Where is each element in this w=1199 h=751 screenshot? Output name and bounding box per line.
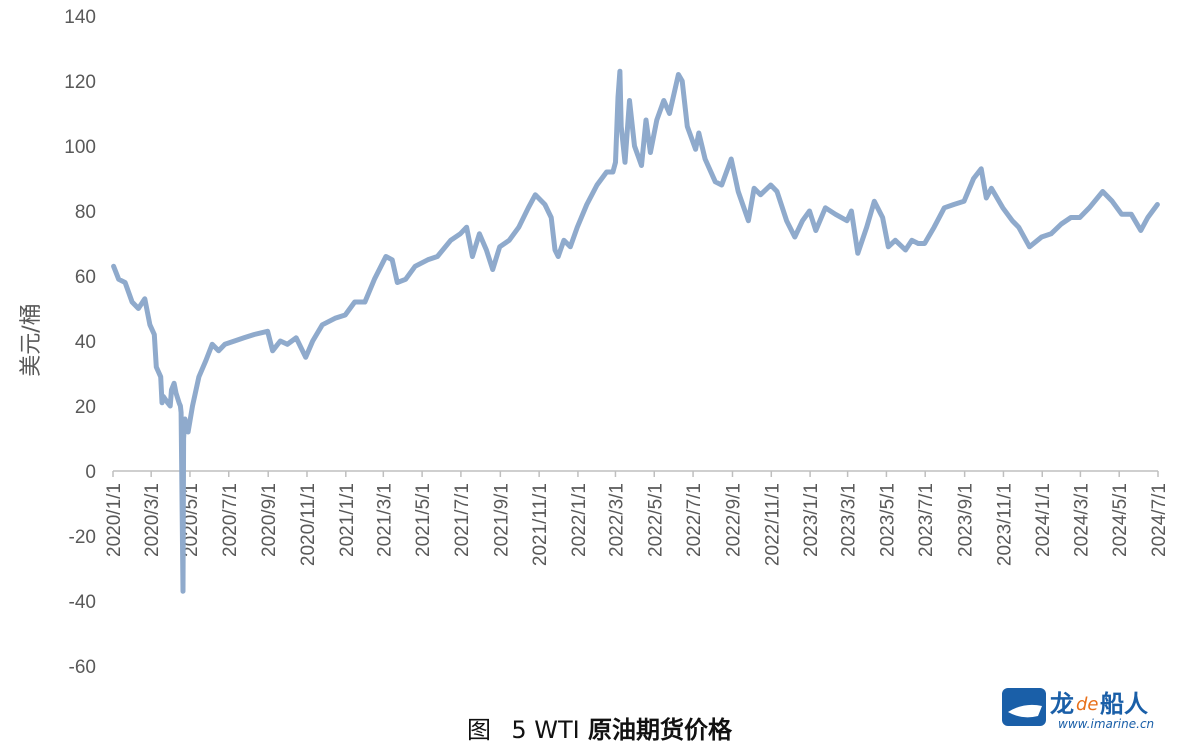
y-tick-label: 120 (64, 72, 96, 93)
y-tick-label: 20 (75, 397, 96, 418)
x-tick-label: 2022/3/1 (606, 483, 627, 557)
watermark-brand-de: de (1076, 694, 1099, 715)
x-tick-label: 2024/7/1 (1149, 483, 1170, 557)
x-tick-label: 2021/1/1 (337, 483, 358, 557)
x-tick-label: 2022/1/1 (569, 483, 590, 557)
x-tick-label: 2024/3/1 (1071, 483, 1092, 557)
caption-text: 原油期货价格 (588, 716, 733, 744)
y-tick-label: 0 (85, 462, 96, 483)
x-tick-label: 2023/9/1 (956, 483, 977, 557)
watermark-brand-prefix: 龙 (1050, 690, 1074, 718)
x-tick-label: 2020/3/1 (142, 483, 163, 557)
watermark-logo: 龙 de 船人 www.imarine.cn (1002, 688, 1154, 731)
y-axis-title: 美元/桶 (19, 303, 44, 376)
x-tick-label: 2022/7/1 (684, 483, 705, 557)
x-tick-label: 2021/5/1 (413, 483, 434, 557)
watermark-url: www.imarine.cn (1058, 717, 1154, 731)
ship-hull-icon (1008, 704, 1042, 718)
x-tick-label: 2022/9/1 (723, 483, 744, 557)
y-tick-label: -20 (69, 527, 96, 548)
x-tick-labels: 2020/1/1 2020/3/1 2020/5/1 2020/7/1 2020/9/1… (104, 483, 1170, 566)
x-tick-label: 2021/7/1 (452, 483, 473, 557)
x-tick-label: 2021/11/1 (530, 483, 551, 566)
y-tick-labels: -60 -40 -20 0 20 40 60 80 100 120 140 (64, 7, 96, 678)
y-tick-label: 60 (75, 267, 96, 288)
x-tick-label: 2023/1/1 (801, 483, 822, 557)
y-tick-label: -40 (69, 592, 96, 613)
series-line (111, 68, 1160, 594)
x-tick-label: 2023/3/1 (839, 483, 860, 557)
y-tick-label: -60 (69, 657, 96, 678)
x-tick-label: 2020/1/1 (104, 483, 125, 557)
chart-caption: 图 5 WTI 原油期货价格 (0, 710, 1199, 745)
x-tick-label: 2023/5/1 (877, 483, 898, 557)
x-tick-label: 2021/9/1 (491, 483, 512, 557)
x-tick-label: 2021/3/1 (374, 483, 395, 557)
y-tick-label: 40 (75, 332, 96, 353)
caption-prefix: 图 (466, 716, 491, 744)
x-tick-label: 2023/7/1 (916, 483, 937, 557)
x-tick-label: 2020/7/1 (220, 483, 241, 557)
x-tick-label: 2024/5/1 (1110, 483, 1131, 557)
y-tick-label: 80 (75, 202, 96, 223)
caption-number: 5 WTI (511, 716, 580, 744)
x-tick-label: 2022/5/1 (645, 483, 666, 557)
x-tick-label: 2023/11/1 (994, 483, 1015, 566)
x-tick-label: 2024/1/1 (1033, 483, 1054, 557)
x-tick-label: 2020/9/1 (259, 483, 280, 557)
x-tick-label: 2020/11/1 (298, 483, 319, 566)
x-tick-label: 2020/5/1 (181, 483, 202, 557)
y-tick-label: 140 (64, 7, 96, 28)
x-tick-label: 2022/11/1 (762, 483, 783, 566)
series-group (111, 68, 1160, 594)
y-tick-label: 100 (64, 137, 96, 158)
watermark-brand-suffix: 船人 (1100, 690, 1148, 718)
x-tick-marks (112, 471, 1159, 477)
